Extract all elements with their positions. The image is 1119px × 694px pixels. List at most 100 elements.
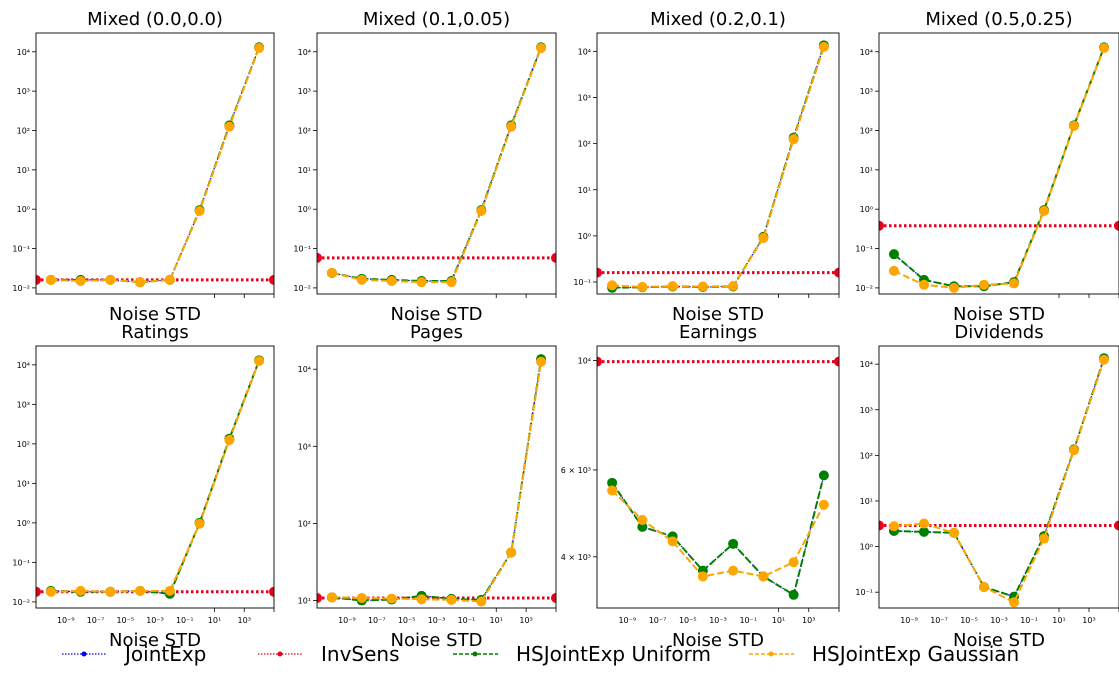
y-tick-label: 10⁰ — [578, 232, 591, 241]
data-point-hsjointexp-gaussian — [607, 485, 618, 496]
data-point-hsjointexp-gaussian — [105, 586, 116, 597]
x-tick-label: 10⁻¹ — [176, 616, 194, 625]
y-tick-label: 10⁴ — [578, 356, 591, 365]
y-tick-label: 10¹ — [860, 166, 873, 175]
y-tick-label: 10² — [298, 519, 311, 528]
data-point-hsjointexp-gaussian — [637, 282, 648, 293]
data-point-invsens — [317, 252, 322, 263]
series-line-hsjointexp-uniform — [50, 359, 261, 595]
data-point-hsjointexp-gaussian — [476, 205, 487, 216]
x-tick-label: 10⁻⁹ — [900, 616, 918, 625]
data-point-hsjointexp-gaussian — [1099, 354, 1109, 365]
data-point-invsens — [879, 220, 884, 231]
y-tick-label: 10⁻² — [293, 284, 311, 293]
data-point-hsjointexp-uniform — [889, 249, 899, 260]
data-point-hsjointexp-gaussian — [697, 281, 708, 292]
series-line-jointexp — [331, 47, 542, 282]
data-point-hsjointexp-gaussian — [476, 596, 487, 607]
x-tick-label: 10³ — [519, 616, 532, 625]
legend-marker — [472, 651, 478, 657]
series-line-hsjointexp-uniform — [893, 357, 1105, 598]
y-tick-label: 10³ — [860, 406, 873, 415]
x-tick-label: 10³ — [802, 616, 815, 625]
data-point-hsjointexp-gaussian — [607, 280, 618, 291]
data-point-hsjointexp-gaussian — [135, 585, 146, 596]
data-point-hsjointexp-uniform — [818, 470, 829, 481]
data-point-invsens — [597, 356, 602, 367]
data-point-hsjointexp-gaussian — [194, 205, 205, 216]
y-tick-label: 10⁻¹ — [12, 245, 30, 254]
x-tick-label: 10⁻⁵ — [960, 616, 978, 625]
series-line-hsjointexp-uniform — [612, 45, 825, 289]
legend-label: JointExp — [123, 642, 206, 666]
series-line-jointexp — [893, 47, 1105, 287]
x-tick-label: 10¹ — [1052, 616, 1065, 625]
series-group — [36, 355, 274, 599]
subplot-5: Ratings Noise STD 10⁻² 10⁻¹ 10⁰ 10¹ 10² 10³ 10⁴ 1… — [12, 322, 275, 651]
data-point-invsens — [317, 592, 322, 603]
y-tick-label: 10² — [298, 126, 311, 135]
y-tick-label: 10⁻¹ — [12, 558, 30, 567]
data-point-hsjointexp-gaussian — [326, 267, 337, 278]
y-tick-label: 10⁴ — [298, 48, 311, 57]
data-point-hsjointexp-uniform — [607, 477, 618, 488]
y-tick-label: 10¹ — [17, 479, 30, 488]
data-point-hsjointexp-gaussian — [416, 277, 427, 288]
series-line-jointexp — [611, 475, 825, 596]
legend: JointExp InvSens HSJointExp Uniform HSJoint… — [62, 642, 1019, 666]
y-tick-label: 10³ — [298, 87, 311, 96]
data-point-hsjointexp-gaussian — [224, 121, 235, 132]
x-tick-label: 10⁻³ — [990, 616, 1008, 625]
subplot-title: Pages — [410, 322, 463, 343]
x-axis-label: Noise STD — [109, 630, 201, 651]
data-point-hsjointexp-uniform — [637, 521, 648, 532]
data-point-hsjointexp-gaussian — [1099, 42, 1109, 53]
legend-entry-hsjointexp-gaussian: HSJointExp Gaussian — [749, 642, 1019, 666]
data-point-hsjointexp-gaussian — [326, 592, 337, 603]
data-point-hsjointexp-gaussian — [45, 274, 56, 285]
x-tick-label: 10⁻⁹ — [57, 616, 75, 625]
series-group — [317, 42, 556, 288]
y-tick-label: 10³ — [17, 87, 30, 96]
subplot-3: Mixed (0.2,0.1) Noise STD 10⁻¹ 10⁰ 10¹ 10² 10³… — [573, 9, 840, 325]
subplot-title: Dividends — [954, 322, 1043, 343]
data-point-hsjointexp-gaussian — [386, 275, 397, 286]
series-group — [317, 354, 556, 607]
data-point-hsjointexp-gaussian — [536, 356, 547, 367]
y-tick-label: 10⁰ — [860, 205, 873, 214]
data-point-hsjointexp-gaussian — [254, 356, 265, 367]
y-tick-label: 10³ — [860, 87, 873, 96]
data-point-hsjointexp-uniform — [919, 526, 929, 537]
series-group — [879, 42, 1119, 293]
y-tick-label: 10⁴ — [578, 47, 591, 56]
subplot-8: Dividends Noise STD 10⁻¹ 10⁰ 10¹ 10² 10³ 10⁴ 10⁻… — [855, 322, 1119, 651]
data-point-hsjointexp-gaussian — [818, 499, 829, 510]
x-tick-label: 10⁻⁵ — [398, 616, 416, 625]
x-tick-label: 10⁻³ — [428, 616, 446, 625]
y-tick-label: 10¹ — [578, 186, 591, 195]
subplot-4: Mixed (0.5,0.25) Noise STD 10⁻² 10⁻¹ 10⁰ 10¹ 1… — [855, 9, 1119, 325]
y-tick-label: 10⁻¹ — [293, 245, 311, 254]
y-tick-label: 10² — [17, 126, 30, 135]
y-tick-label: 10³ — [17, 400, 30, 409]
data-point-hsjointexp-gaussian — [224, 435, 235, 446]
data-point-hsjointexp-gaussian — [889, 521, 899, 532]
y-tick-label: 4 × 10³ — [561, 553, 591, 562]
subplot-6: Pages Noise STD 10¹ 10² 10³ 10⁴ 10⁻⁹ 10⁻⁷ 10⁻⁵ 10… — [298, 322, 557, 651]
data-point-hsjointexp-gaussian — [979, 279, 989, 290]
y-tick-label: 10⁰ — [298, 205, 311, 214]
y-tick-label: 10⁴ — [298, 365, 311, 374]
subplot-2: Mixed (0.1,0.05) Noise STD 10⁻² 10⁻¹ 10⁰ 10¹ 1… — [293, 9, 557, 325]
x-tick-label: 10⁻¹ — [739, 616, 757, 625]
data-point-invsens — [834, 267, 839, 278]
data-point-hsjointexp-gaussian — [356, 592, 367, 603]
data-point-hsjointexp-gaussian — [818, 41, 829, 52]
series-line-hsjointexp-gaussian — [612, 46, 825, 289]
legend-marker — [81, 651, 87, 657]
series-line-jointexp — [331, 359, 542, 602]
data-point-hsjointexp-gaussian — [667, 536, 678, 547]
data-point-hsjointexp-gaussian — [1069, 445, 1079, 456]
y-tick-label: 10⁰ — [860, 543, 873, 552]
series-line-hsjointexp-gaussian — [893, 47, 1105, 289]
y-tick-label: 10⁻² — [12, 284, 30, 293]
